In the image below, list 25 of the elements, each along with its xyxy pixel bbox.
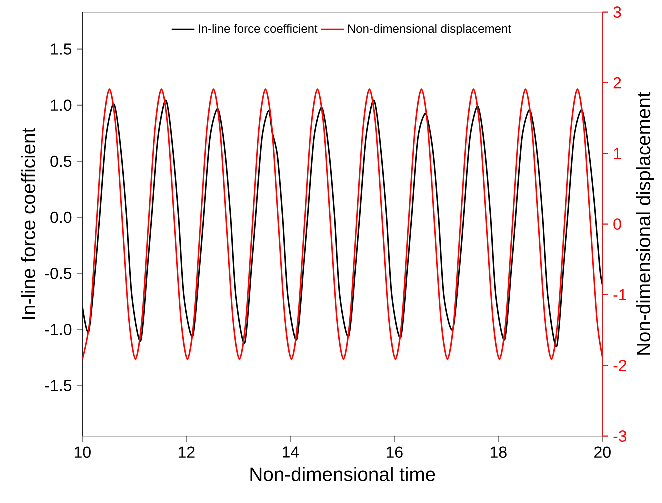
- y-tick-label: 1.5: [51, 44, 72, 55]
- y2-axis-title: Non-dimensional displacement: [636, 92, 654, 355]
- y2-tick-label: 0: [614, 218, 622, 230]
- y-tick-label: -1.0: [45, 324, 72, 336]
- y2-tick-label: 1: [614, 148, 622, 160]
- x-axis-title: Non-dimensional time: [250, 467, 436, 482]
- legend-label: In-line force coefficient: [199, 24, 318, 34]
- y2-tick-label: -1: [614, 289, 627, 300]
- x-tick-label: 20: [594, 446, 611, 458]
- y2-tick-label: 2: [614, 77, 622, 89]
- y2-tick-label: -2: [614, 360, 626, 372]
- x-tick-label: 16: [386, 446, 403, 458]
- x-tick-label: 12: [178, 446, 195, 458]
- y-tick-label: 1.0: [51, 100, 72, 112]
- x-tick-label: 18: [490, 446, 507, 458]
- y-tick-label: -1.5: [45, 380, 72, 392]
- legend-label: Non-dimensional displacement: [348, 24, 512, 36]
- y-tick-label: 0.0: [50, 212, 72, 224]
- y2-tick-label: 3: [614, 6, 622, 18]
- y-tick-label: 0.5: [50, 156, 72, 168]
- x-tick-label: 14: [282, 446, 300, 458]
- y-tick-label: -0.5: [45, 268, 72, 280]
- y2-tick-label: -3: [614, 430, 627, 442]
- y-axis-title: In-line force coefficient: [21, 128, 36, 320]
- x-tick-label: 10: [74, 446, 91, 458]
